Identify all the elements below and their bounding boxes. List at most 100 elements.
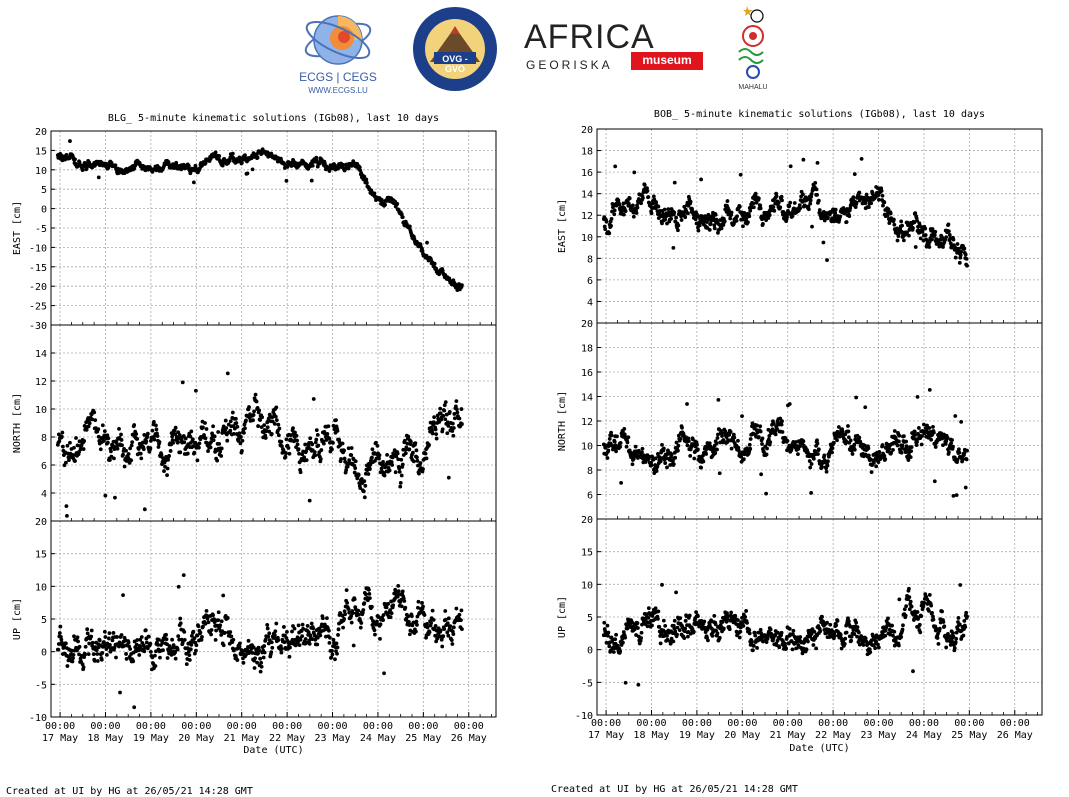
data-point <box>432 261 437 266</box>
y-tick-label: -5 <box>35 680 47 691</box>
data-point <box>345 464 350 469</box>
data-point <box>327 628 331 633</box>
y-tick-label: 15 <box>35 550 47 561</box>
data-point <box>320 616 325 621</box>
data-point <box>931 424 935 429</box>
data-point <box>832 633 837 638</box>
data-point <box>393 587 398 592</box>
data-point <box>888 211 893 216</box>
ecgs-title: ECGS | CEGS <box>299 70 377 84</box>
x-axis-label: Date (UTC) <box>243 745 303 756</box>
data-point <box>914 443 919 447</box>
data-point <box>871 460 876 465</box>
data-point <box>771 205 776 209</box>
data-point <box>259 664 264 669</box>
data-point <box>796 452 800 457</box>
data-point <box>400 215 405 220</box>
data-point <box>330 652 335 657</box>
data-point <box>409 614 414 619</box>
data-point <box>170 434 175 439</box>
data-point <box>879 189 884 193</box>
data-point <box>748 437 753 441</box>
data-point <box>815 438 819 443</box>
data-point <box>445 621 450 626</box>
data-point <box>367 596 372 601</box>
data-point <box>195 458 200 463</box>
data-point <box>660 443 664 447</box>
data-point <box>441 413 446 418</box>
data-point <box>607 437 612 441</box>
data-point <box>380 463 385 467</box>
data-point <box>618 441 623 445</box>
data-point <box>333 657 337 662</box>
data-point <box>852 172 857 177</box>
data-point <box>678 436 683 441</box>
data-point <box>345 601 350 605</box>
data-point <box>751 643 756 648</box>
data-point <box>112 456 116 461</box>
data-point <box>190 437 195 442</box>
x-tick-label: 25 May <box>405 733 441 744</box>
y-tick-label: -30 <box>29 321 47 332</box>
data-point <box>649 211 654 216</box>
data-point <box>658 459 663 464</box>
data-point <box>636 682 641 687</box>
data-point <box>144 439 149 444</box>
data-point <box>833 207 838 212</box>
data-point <box>219 454 224 458</box>
data-point <box>809 491 814 495</box>
data-point <box>738 172 743 177</box>
data-point <box>808 465 813 470</box>
data-point <box>95 659 100 663</box>
data-point <box>883 457 888 462</box>
data-point <box>130 440 135 445</box>
data-point <box>848 438 853 443</box>
data-point <box>377 453 382 458</box>
data-point <box>382 671 386 676</box>
data-point <box>425 625 430 630</box>
data-point <box>430 431 435 436</box>
data-point <box>96 427 101 432</box>
data-point <box>634 211 639 215</box>
data-point <box>398 480 403 485</box>
data-point <box>188 434 193 439</box>
y-tick-label: 12 <box>581 211 593 222</box>
data-point <box>267 631 272 636</box>
data-point <box>145 431 150 436</box>
data-point <box>666 207 671 211</box>
data-point <box>148 641 153 646</box>
data-point <box>104 652 109 657</box>
data-point <box>56 642 61 646</box>
data-point <box>196 624 201 629</box>
data-point <box>891 217 896 222</box>
x-tick-label: 17 May <box>42 733 78 744</box>
data-point <box>739 454 744 459</box>
data-point <box>393 470 398 475</box>
data-point <box>199 638 204 642</box>
data-point <box>710 633 715 638</box>
data-point <box>650 623 654 628</box>
data-point <box>71 652 76 657</box>
data-point <box>963 485 968 490</box>
data-point <box>835 438 839 443</box>
data-point <box>148 446 153 451</box>
data-point <box>68 139 72 143</box>
data-point <box>403 605 408 610</box>
data-point <box>723 429 728 433</box>
data-point <box>353 459 358 464</box>
data-point <box>259 425 264 430</box>
data-point <box>899 450 904 455</box>
data-point <box>429 621 433 625</box>
data-point <box>866 453 871 458</box>
data-point <box>108 458 112 462</box>
data-point <box>243 153 247 158</box>
data-point <box>760 442 764 446</box>
data-point <box>341 163 345 167</box>
data-point <box>126 452 131 456</box>
data-point <box>602 620 607 625</box>
y-tick-label: -5 <box>35 224 47 235</box>
data-point <box>361 489 366 494</box>
data-point <box>307 498 312 503</box>
data-point <box>779 194 784 199</box>
